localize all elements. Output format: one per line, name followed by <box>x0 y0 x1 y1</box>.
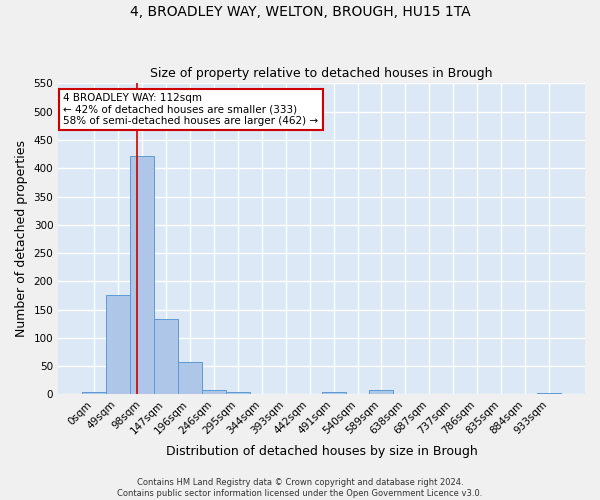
Bar <box>370 390 394 394</box>
Text: 4 BROADLEY WAY: 112sqm
← 42% of detached houses are smaller (333)
58% of semi-de: 4 BROADLEY WAY: 112sqm ← 42% of detached… <box>64 93 319 126</box>
Text: Contains HM Land Registry data © Crown copyright and database right 2024.
Contai: Contains HM Land Registry data © Crown c… <box>118 478 482 498</box>
Bar <box>178 362 202 394</box>
Bar <box>154 319 178 394</box>
X-axis label: Distribution of detached houses by size in Brough: Distribution of detached houses by size … <box>166 444 478 458</box>
Bar <box>537 393 561 394</box>
Title: Size of property relative to detached houses in Brough: Size of property relative to detached ho… <box>151 66 493 80</box>
Y-axis label: Number of detached properties: Number of detached properties <box>15 140 28 338</box>
Bar <box>130 156 154 394</box>
Bar <box>202 390 226 394</box>
Bar <box>106 296 130 394</box>
Text: 4, BROADLEY WAY, WELTON, BROUGH, HU15 1TA: 4, BROADLEY WAY, WELTON, BROUGH, HU15 1T… <box>130 5 470 19</box>
Bar <box>82 392 106 394</box>
Bar <box>226 392 250 394</box>
Bar <box>322 392 346 394</box>
